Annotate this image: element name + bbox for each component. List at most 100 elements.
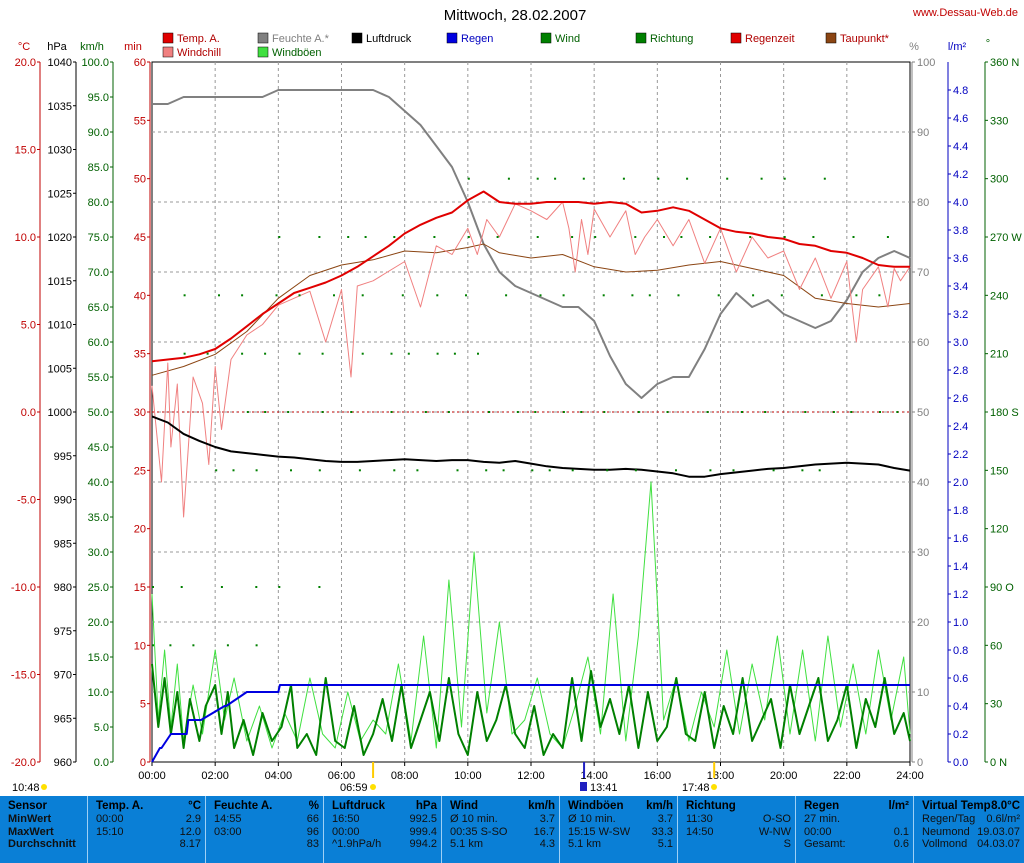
direction-axis-tick-label: 180 S xyxy=(990,407,1019,419)
direction-axis-tick-label: 60 xyxy=(990,640,1002,652)
direction-dot xyxy=(278,586,280,588)
direction-dot xyxy=(603,411,605,413)
minutes-axis-tick-label: 5 xyxy=(140,699,146,711)
direction-dot xyxy=(477,353,479,355)
direction-axis-tick-label: 210 xyxy=(990,349,1008,361)
section-row: 15:15 W-SW 33.3 xyxy=(560,826,677,839)
moon-rise-label: 10:48 xyxy=(12,782,40,794)
section-unit: l/m² xyxy=(889,800,909,813)
table-section-virtual-temp: Virtual Temp 8.0°C Regen/Tag 0.6l/m² Neumond… xyxy=(913,796,1024,863)
pressure-axis-tick-label: 975 xyxy=(54,626,72,638)
x-tick-label: 02:00 xyxy=(201,770,229,782)
direction-dot xyxy=(299,294,301,296)
section-row: Ø 10 min. 3.7 xyxy=(442,813,559,826)
direction-dot xyxy=(192,644,194,646)
direction-dot xyxy=(508,178,510,180)
direction-axis-tick-label: 120 xyxy=(990,524,1008,536)
direction-dot xyxy=(801,469,803,471)
direction-dot xyxy=(454,353,456,355)
minutes-axis-tick-label: 50 xyxy=(134,174,146,186)
direction-dot xyxy=(299,353,301,355)
direction-dot xyxy=(709,469,711,471)
direction-dot xyxy=(517,411,519,413)
rain-axis-tick-label: 2.4 xyxy=(953,421,968,433)
legend-label: Windböen xyxy=(272,47,322,59)
direction-axis-tick-label: 300 xyxy=(990,174,1008,186)
x-tick-label: 20:00 xyxy=(770,770,798,782)
section-unit: 8.0°C xyxy=(991,800,1020,813)
direction-dot xyxy=(276,294,278,296)
row-left: Gesamt: xyxy=(804,838,846,851)
row-right: 66 xyxy=(307,813,319,826)
direction-dot xyxy=(290,469,292,471)
speed-axis-tick-label: 55.0 xyxy=(88,372,109,384)
direction-dot xyxy=(391,353,393,355)
direction-axis-tick-label: 360 N xyxy=(990,57,1019,69)
row-right: 16.7 xyxy=(534,826,555,839)
direction-dot xyxy=(821,294,823,296)
row-right: O-SO xyxy=(763,813,791,826)
direction-dot xyxy=(350,411,352,413)
direction-dot xyxy=(255,586,257,588)
section-row: 00:00 999.4 xyxy=(324,826,441,839)
section-row: Neumond 19.03.07 xyxy=(914,826,1024,839)
humidity-axis-tick-label: 0 xyxy=(917,757,923,769)
direction-dot xyxy=(572,469,574,471)
rain-axis-tick-label: 4.8 xyxy=(953,85,968,97)
direction-dot xyxy=(554,178,556,180)
noon-icon xyxy=(580,782,587,791)
direction-dot xyxy=(362,294,364,296)
row-right: 04.03.07 xyxy=(977,838,1020,851)
humidity-axis-tick-label: 40 xyxy=(917,477,929,489)
x-tick-label: 12:00 xyxy=(517,770,545,782)
direction-dot xyxy=(824,178,826,180)
humidity-axis-tick-label: 70 xyxy=(917,267,929,279)
section-unit: km/h xyxy=(528,800,555,813)
x-tick-label: 24:00 xyxy=(896,770,924,782)
direction-dot xyxy=(433,236,435,238)
direction-dot xyxy=(531,469,533,471)
row-left: 5.1 km xyxy=(450,838,483,851)
weather-chart: °C hPa km/h min 20.0 15.0 10.0 5.0 0.0 -5.0 -10.0 -… xyxy=(0,0,1024,796)
pressure-axis-tick-label: 985 xyxy=(54,538,72,550)
pressure-axis-header: hPa xyxy=(47,41,67,53)
direction-dot xyxy=(784,178,786,180)
humidity-axis-tick-label: 100 xyxy=(917,57,935,69)
row-left: 5.1 km xyxy=(568,838,601,851)
direction-dot xyxy=(322,411,324,413)
section-title: Regen xyxy=(804,800,839,813)
direction-dot xyxy=(678,294,680,296)
direction-dot xyxy=(468,178,470,180)
direction-dot xyxy=(227,644,229,646)
direction-dot xyxy=(773,469,775,471)
speed-axis-tick-label: 30.0 xyxy=(88,547,109,559)
site-link[interactable]: www.Dessau-Web.de xyxy=(912,7,1018,19)
row-left: 15:10 xyxy=(96,826,124,839)
legend-label: Feuchte A.* xyxy=(272,33,330,45)
direction-dot xyxy=(594,236,596,238)
legend-swatch xyxy=(541,33,551,43)
direction-dot xyxy=(322,353,324,355)
direction-dot xyxy=(675,469,677,471)
direction-dot xyxy=(563,294,565,296)
rain-axis-tick-label: 3.2 xyxy=(953,309,968,321)
direction-dot xyxy=(264,353,266,355)
section-header: Virtual Temp 8.0°C xyxy=(914,800,1024,813)
row-right: 2.9 xyxy=(186,813,201,826)
direction-dot xyxy=(485,469,487,471)
speed-axis-header: km/h xyxy=(80,41,104,53)
direction-dot xyxy=(896,411,898,413)
speed-axis-tick-label: 45.0 xyxy=(88,442,109,454)
minutes-axis-tick-label: 25 xyxy=(134,465,146,477)
row-right: 83 xyxy=(307,838,319,851)
row-label-avg: Durchschnitt xyxy=(0,838,87,851)
rain-axis-tick-label: 3.8 xyxy=(953,225,968,237)
direction-dot xyxy=(402,294,404,296)
rain-axis-tick-label: 0.6 xyxy=(953,673,968,685)
section-row: 15:10 12.0 xyxy=(88,826,205,839)
direction-dot xyxy=(580,411,582,413)
row-left: 00:00 xyxy=(804,826,832,839)
speed-axis-tick-label: 70.0 xyxy=(88,267,109,279)
direction-dot xyxy=(606,469,608,471)
legend-swatch xyxy=(352,33,362,43)
